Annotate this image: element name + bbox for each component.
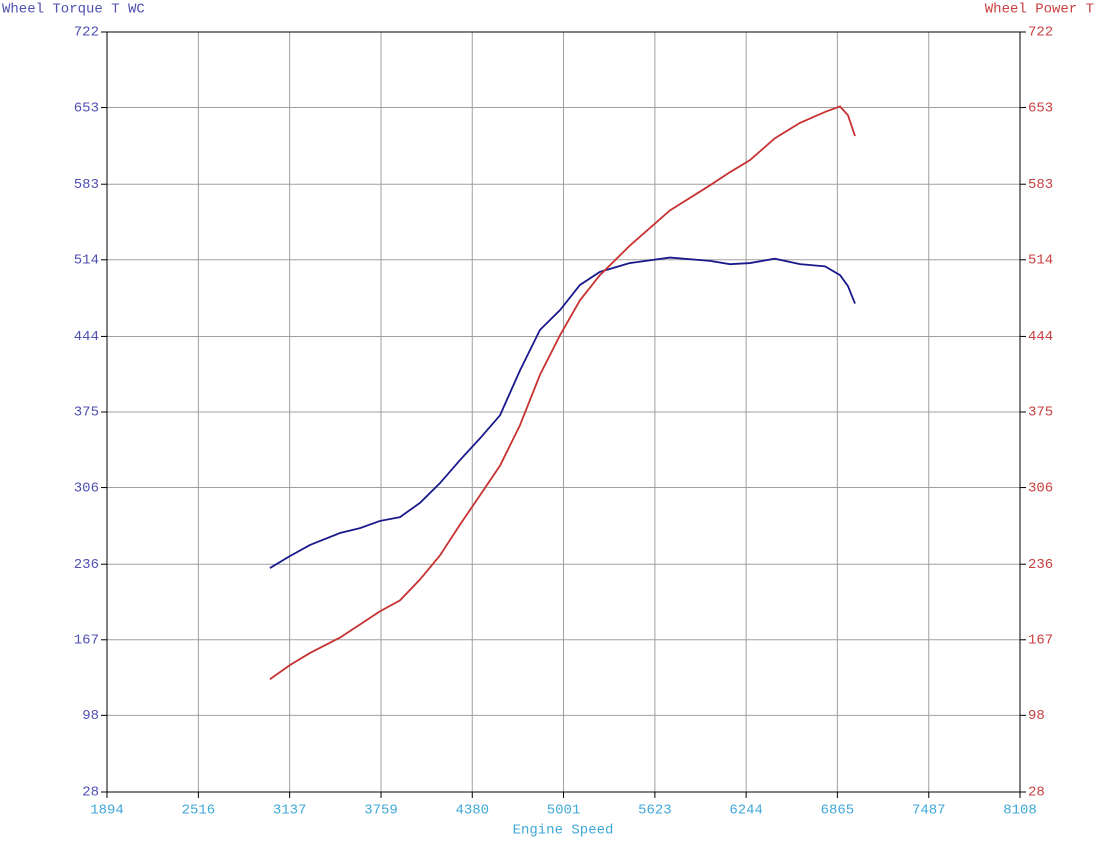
y2-tick-label: 722 bbox=[1028, 25, 1053, 41]
y2-tick-label: 98 bbox=[1028, 708, 1045, 724]
y-tick-label: 583 bbox=[74, 177, 99, 193]
x-tick-label: 6865 bbox=[821, 803, 855, 819]
y2-tick-label: 306 bbox=[1028, 480, 1053, 496]
y-tick-label: 722 bbox=[74, 25, 99, 41]
x-tick-label: 7487 bbox=[912, 803, 946, 819]
x-tick-label: 3137 bbox=[273, 803, 307, 819]
x-tick-label: 6244 bbox=[729, 803, 763, 819]
y-tick-label: 306 bbox=[74, 480, 99, 496]
x-tick-label: 1894 bbox=[90, 803, 124, 819]
x-tick-label: 2516 bbox=[182, 803, 216, 819]
line-series bbox=[269, 105, 856, 680]
y-tick-label: 236 bbox=[74, 557, 99, 573]
y-axis-title: Wheel Torque T WC bbox=[2, 2, 145, 18]
x-tick-label: 5623 bbox=[638, 803, 672, 819]
x-tick-label: 5001 bbox=[547, 803, 581, 819]
y2-tick-label: 514 bbox=[1028, 252, 1053, 268]
plot-frame bbox=[106, 31, 1021, 793]
y-tick-label: 375 bbox=[74, 405, 99, 421]
y2-tick-label: 167 bbox=[1028, 632, 1053, 648]
line-series bbox=[269, 256, 856, 569]
y-tick-label: 98 bbox=[82, 708, 99, 724]
y-tick-label: 444 bbox=[74, 329, 99, 345]
y2-tick-label: 375 bbox=[1028, 405, 1053, 421]
x-tick-label: 3759 bbox=[364, 803, 398, 819]
y-tick-label: 167 bbox=[74, 632, 99, 648]
y2-tick-label: 653 bbox=[1028, 100, 1053, 116]
x-tick-label: 8108 bbox=[1003, 803, 1037, 819]
y2-tick-label: 583 bbox=[1028, 177, 1053, 193]
y2-tick-label: 236 bbox=[1028, 557, 1053, 573]
y-tick-label: 653 bbox=[74, 100, 99, 116]
x-axis-title: Engine Speed bbox=[513, 823, 614, 839]
y-tick-label: 28 bbox=[82, 785, 99, 801]
x-tick-label: 4380 bbox=[455, 803, 489, 819]
y-tick-label: 514 bbox=[74, 252, 99, 268]
y2-tick-label: 28 bbox=[1028, 785, 1045, 801]
y2-tick-label: 444 bbox=[1028, 329, 1053, 345]
y2-axis-title: Wheel Power T bbox=[985, 2, 1094, 18]
